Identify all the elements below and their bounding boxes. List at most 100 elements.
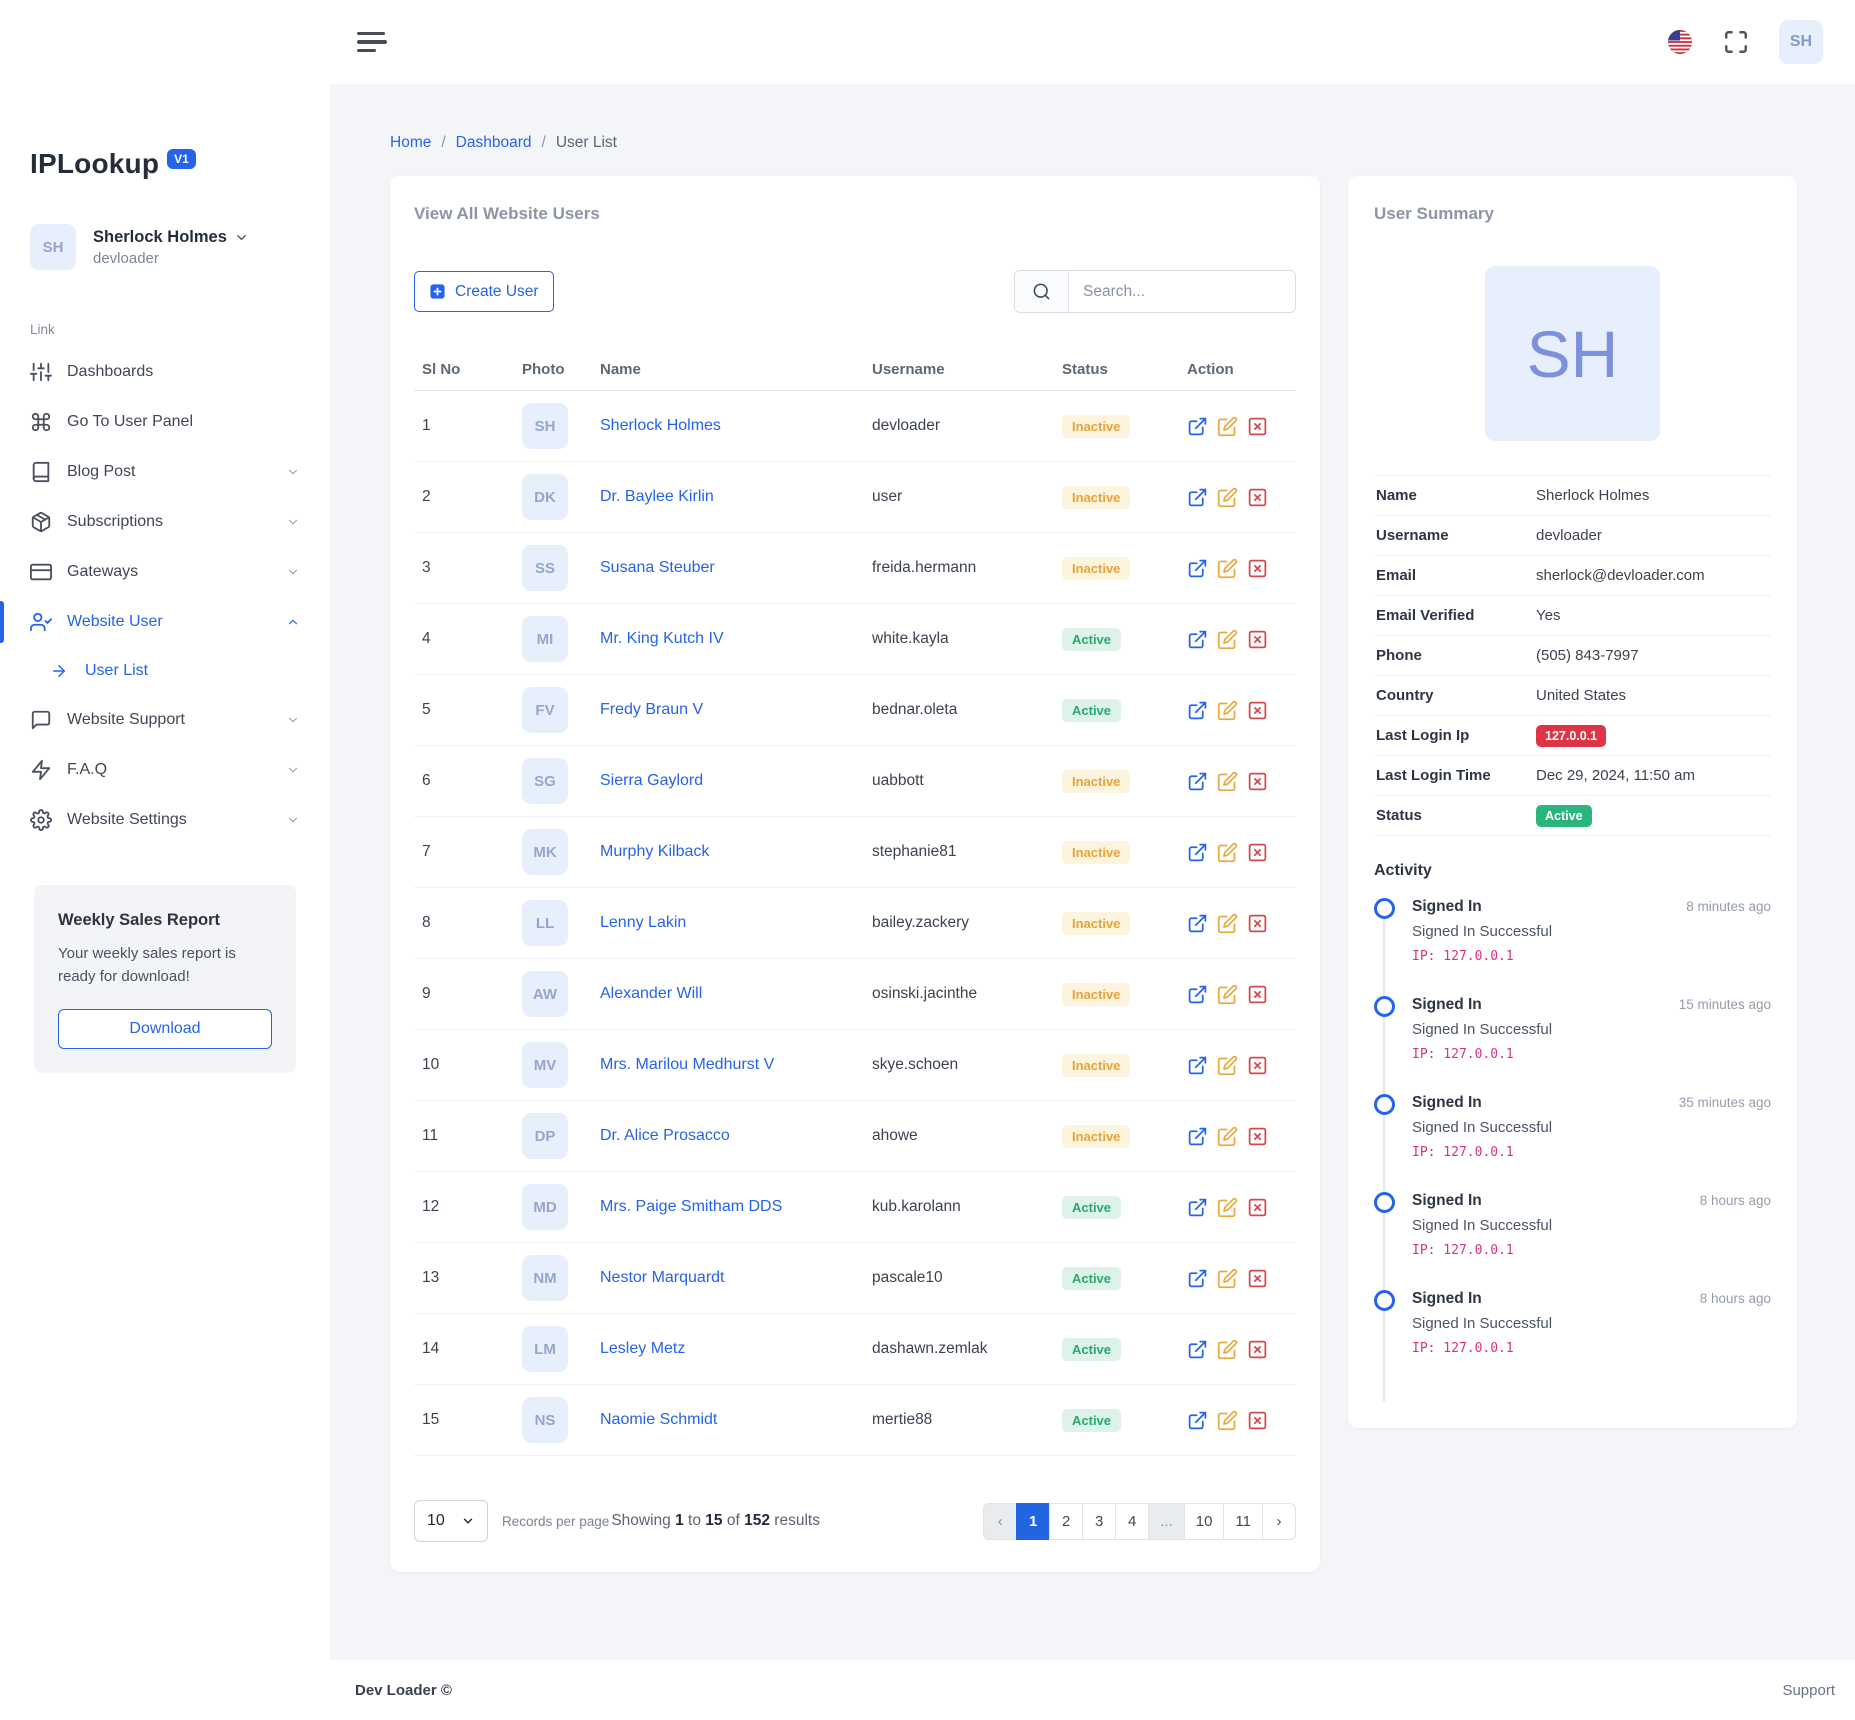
breadcrumb-dashboard-link[interactable]: Dashboard — [455, 134, 532, 151]
page-ellipsis[interactable]: ... — [1148, 1502, 1185, 1540]
row-name-link[interactable]: Mrs. Marilou Medhurst V — [600, 1056, 775, 1073]
row-name-link[interactable]: Mrs. Paige Smitham DDS — [600, 1198, 783, 1215]
view-user-button[interactable] — [1187, 913, 1208, 934]
delete-user-button[interactable] — [1247, 771, 1268, 792]
page-button-11[interactable]: 11 — [1223, 1502, 1263, 1540]
row-name-link[interactable]: Dr. Alice Prosacco — [600, 1127, 730, 1144]
sidebar-item-dashboards[interactable]: Dashboards — [0, 347, 330, 397]
row-name-link[interactable]: Sierra Gaylord — [600, 772, 704, 789]
delete-user-button[interactable] — [1247, 984, 1268, 1005]
sidebar-user-menu[interactable]: SH Sherlock Holmes devloader — [30, 224, 306, 270]
row-name-link[interactable]: Susana Steuber — [600, 559, 715, 576]
row-name-link[interactable]: Dr. Baylee Kirlin — [600, 488, 714, 505]
edit-user-button[interactable] — [1217, 700, 1238, 721]
view-user-button[interactable] — [1187, 558, 1208, 579]
row-name-link[interactable]: Mr. King Kutch IV — [600, 630, 724, 647]
sidebar: IPLookup V1 SH Sherlock Holmes devloader… — [0, 0, 330, 1720]
download-button[interactable]: Download — [58, 1008, 272, 1049]
page-button-4[interactable]: 4 — [1115, 1502, 1150, 1540]
delete-user-button[interactable] — [1247, 629, 1268, 650]
edit-user-button[interactable] — [1217, 1410, 1238, 1431]
sidebar-subitem-user-list[interactable]: User List — [0, 647, 330, 695]
footer-support-link[interactable]: Support — [1782, 1681, 1835, 1699]
row-name-link[interactable]: Naomie Schmidt — [600, 1411, 718, 1428]
row-name-link[interactable]: Nestor Marquardt — [600, 1269, 725, 1286]
search-input[interactable] — [1069, 271, 1295, 312]
edit-user-button[interactable] — [1217, 842, 1238, 863]
view-user-button[interactable] — [1187, 842, 1208, 863]
breadcrumb-home-link[interactable]: Home — [390, 134, 432, 151]
summary-avatar: SH — [1485, 266, 1660, 441]
sidebar-item-go-to-user-panel[interactable]: Go To User Panel — [0, 397, 330, 447]
delete-user-button[interactable] — [1247, 1055, 1268, 1076]
delete-user-button[interactable] — [1247, 487, 1268, 508]
edit-user-button[interactable] — [1217, 1268, 1238, 1289]
sidebar-section-label: Link — [30, 322, 55, 337]
view-user-button[interactable] — [1187, 1197, 1208, 1218]
last-login-ip-badge: 127.0.0.1 — [1536, 724, 1607, 747]
view-user-button[interactable] — [1187, 771, 1208, 792]
row-status-badge: Inactive — [1062, 485, 1131, 509]
create-user-button[interactable]: Create User — [414, 271, 554, 312]
view-user-button[interactable] — [1187, 984, 1208, 1005]
view-user-button[interactable] — [1187, 416, 1208, 437]
row-name-link[interactable]: Murphy Kilback — [600, 843, 710, 860]
view-user-button[interactable] — [1187, 1339, 1208, 1360]
delete-user-button[interactable] — [1247, 416, 1268, 437]
edit-user-button[interactable] — [1217, 558, 1238, 579]
row-status-badge: Active — [1062, 1266, 1122, 1290]
edit-user-button[interactable] — [1217, 1055, 1238, 1076]
delete-user-button[interactable] — [1247, 913, 1268, 934]
row-name-link[interactable]: Lenny Lakin — [600, 914, 687, 931]
view-user-button[interactable] — [1187, 629, 1208, 650]
page-button-1[interactable]: 1 — [1016, 1502, 1051, 1540]
menu-toggle-icon[interactable] — [357, 31, 387, 53]
view-user-button[interactable] — [1187, 1268, 1208, 1289]
sidebar-item-website-support[interactable]: Website Support — [0, 695, 330, 745]
delete-user-button[interactable] — [1247, 842, 1268, 863]
sidebar-item-subscriptions[interactable]: Subscriptions — [0, 497, 330, 547]
delete-user-button[interactable] — [1247, 1268, 1268, 1289]
view-user-button[interactable] — [1187, 1410, 1208, 1431]
delete-user-button[interactable] — [1247, 1339, 1268, 1360]
activity-title: Activity — [1374, 862, 1432, 879]
page-button-10[interactable]: 10 — [1183, 1502, 1225, 1540]
edit-user-button[interactable] — [1217, 1197, 1238, 1218]
view-user-button[interactable] — [1187, 1126, 1208, 1147]
row-name-link[interactable]: Sherlock Holmes — [600, 417, 721, 434]
delete-user-button[interactable] — [1247, 1126, 1268, 1147]
language-flag-icon[interactable] — [1667, 29, 1693, 55]
edit-user-button[interactable] — [1217, 771, 1238, 792]
delete-user-button[interactable] — [1247, 558, 1268, 579]
page-button-3[interactable]: 3 — [1082, 1502, 1117, 1540]
edit-user-button[interactable] — [1217, 629, 1238, 650]
page-button-2[interactable]: 2 — [1049, 1502, 1084, 1540]
edit-user-button[interactable] — [1217, 487, 1238, 508]
profile-avatar[interactable]: SH — [1779, 20, 1823, 64]
view-user-button[interactable] — [1187, 700, 1208, 721]
edit-user-button[interactable] — [1217, 416, 1238, 437]
row-name-link[interactable]: Lesley Metz — [600, 1340, 686, 1357]
delete-user-button[interactable] — [1247, 1197, 1268, 1218]
fullscreen-icon[interactable] — [1723, 29, 1749, 55]
delete-user-button[interactable] — [1247, 700, 1268, 721]
view-user-button[interactable] — [1187, 487, 1208, 508]
sidebar-item-website-user[interactable]: Website User — [0, 597, 330, 647]
sidebar-item-website-settings[interactable]: Website Settings — [0, 795, 330, 845]
row-name-link[interactable]: Alexander Will — [600, 985, 703, 1002]
edit-user-button[interactable] — [1217, 913, 1238, 934]
prev-page-button[interactable]: ‹ — [983, 1502, 1018, 1540]
view-user-button[interactable] — [1187, 1055, 1208, 1076]
sidebar-item-blog-post[interactable]: Blog Post — [0, 447, 330, 497]
sidebar-item-gateways[interactable]: Gateways — [0, 547, 330, 597]
row-avatar: NS — [522, 1397, 568, 1443]
delete-user-button[interactable] — [1247, 1410, 1268, 1431]
edit-user-button[interactable] — [1217, 1339, 1238, 1360]
sidebar-item-f-a-q[interactable]: F.A.Q — [0, 745, 330, 795]
next-page-button[interactable]: › — [1262, 1502, 1296, 1540]
row-name-link[interactable]: Fredy Braun V — [600, 701, 704, 718]
edit-user-button[interactable] — [1217, 984, 1238, 1005]
per-page-select[interactable]: 10 — [414, 1500, 488, 1542]
edit-user-button[interactable] — [1217, 1126, 1238, 1147]
sales-card-title: Weekly Sales Report — [58, 911, 221, 929]
